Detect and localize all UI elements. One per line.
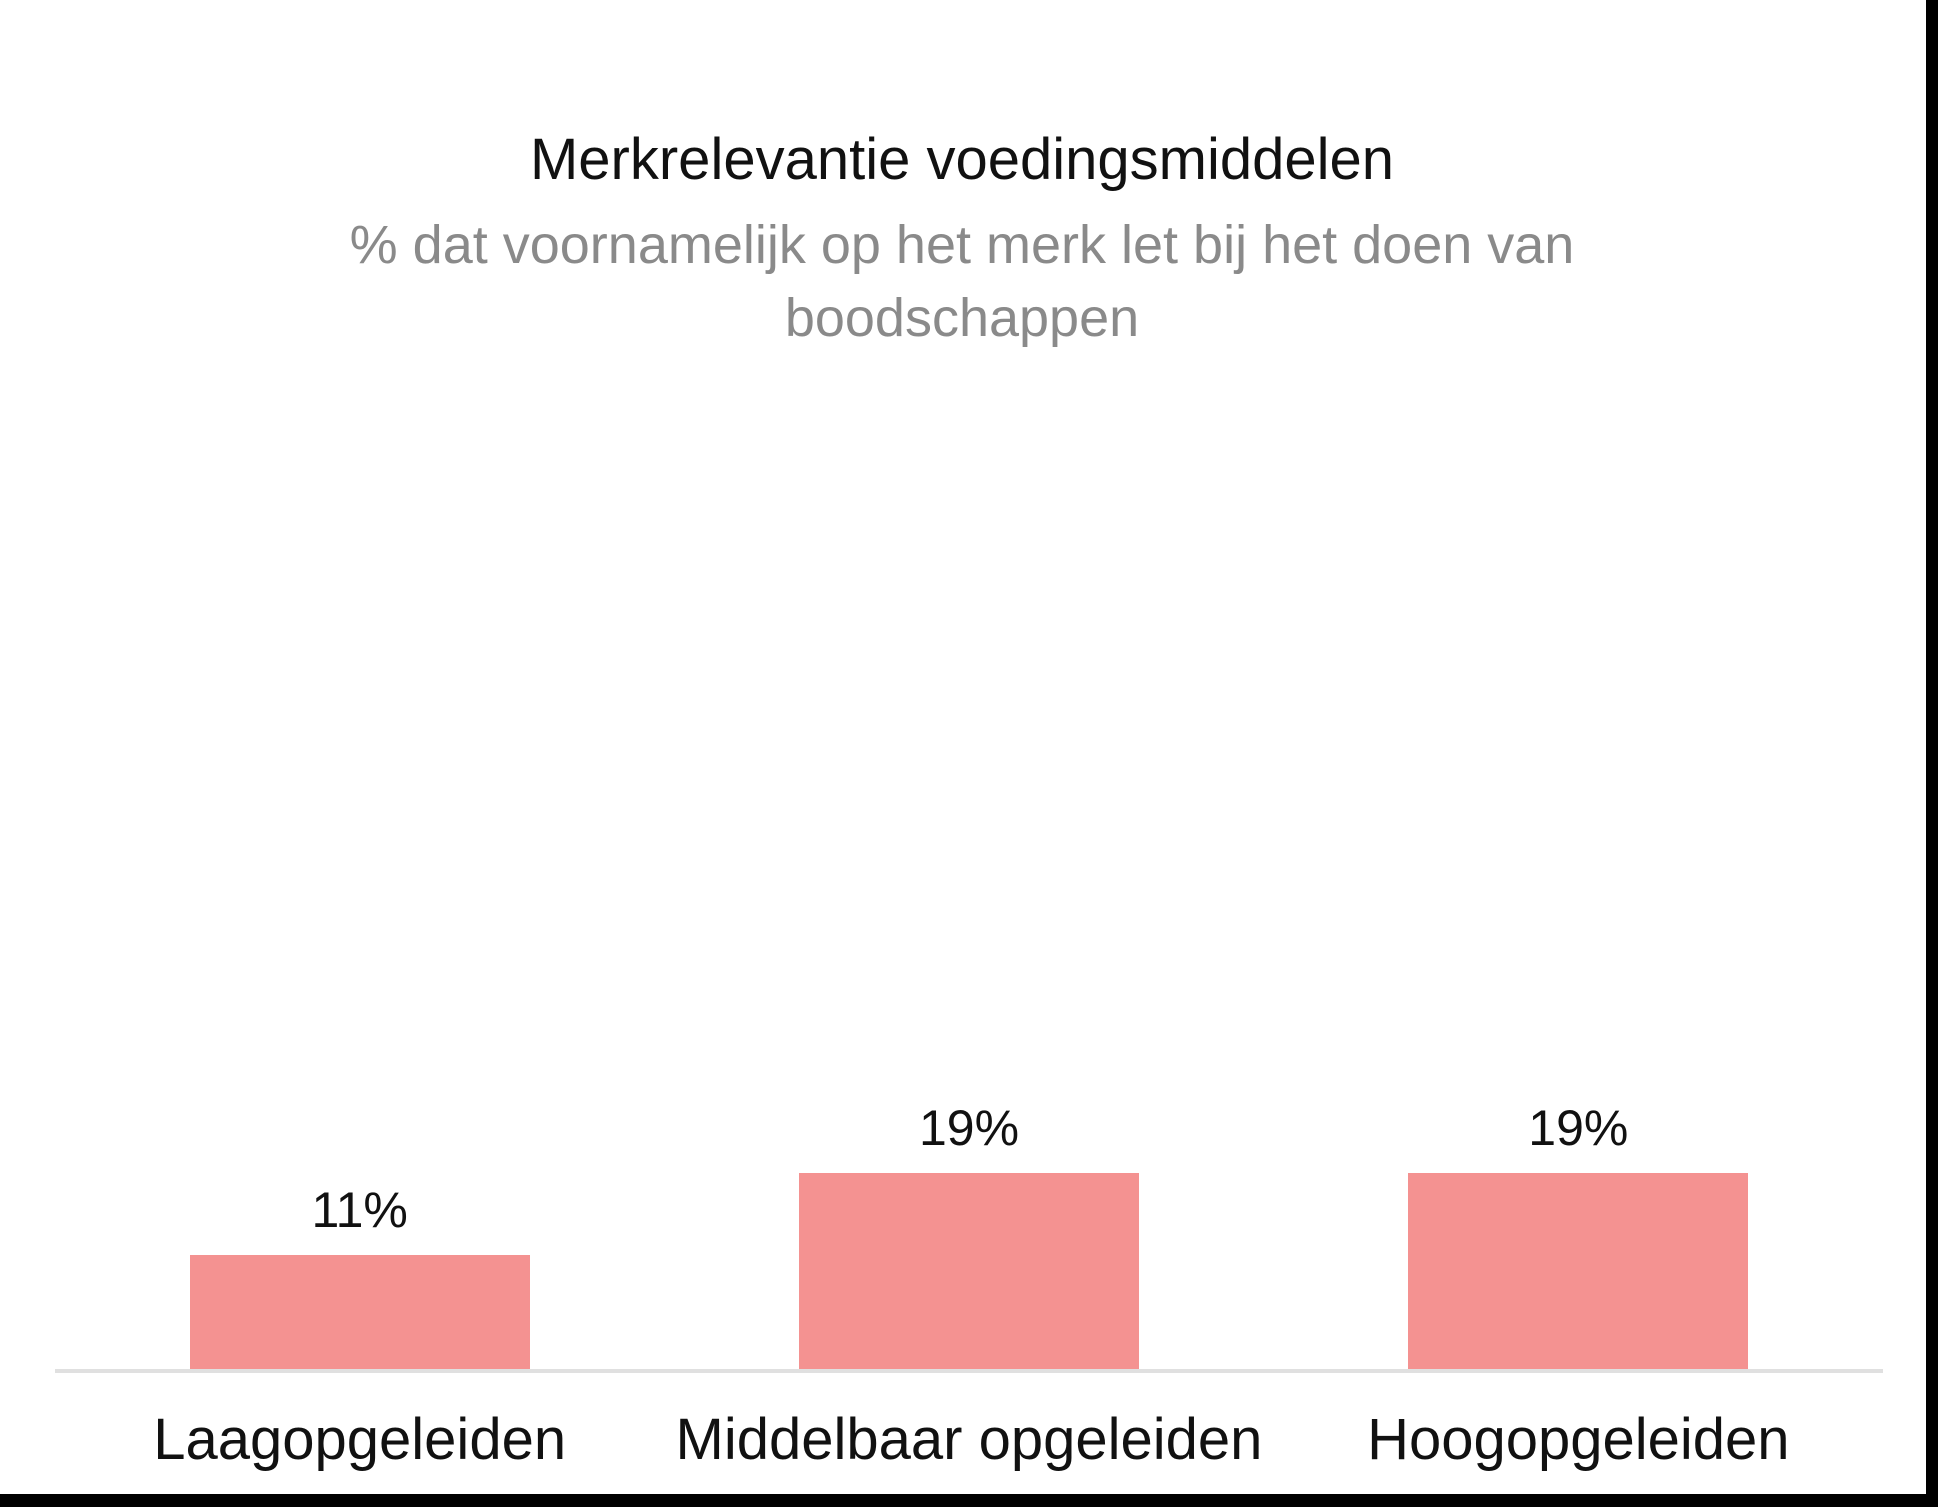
slide-edge-bottom	[0, 1494, 1938, 1507]
bar-group: 19%	[664, 1100, 1273, 1369]
bar-chart: 11% 19% 19% Laagopgeleiden Middelbaar opgel…	[55, 1100, 1883, 1469]
bar	[189, 1255, 530, 1369]
bar-value-label: 19%	[1528, 1100, 1629, 1156]
bar-value-label: 11%	[311, 1182, 408, 1238]
x-axis-line	[55, 1369, 1883, 1373]
bar-group: 11%	[55, 1100, 664, 1369]
category-label: Laagopgeleiden	[153, 1407, 567, 1472]
bar-series: 11% 19% 19%	[55, 1100, 1883, 1369]
category-label: Hoogopgeleiden	[1367, 1407, 1790, 1472]
chart-header: Merkrelevantie voedingsmiddelen % dat vo…	[0, 126, 1924, 355]
bar-group: 19%	[1274, 1100, 1883, 1369]
bar	[798, 1173, 1139, 1369]
category-label: Middelbaar opgeleiden	[675, 1407, 1263, 1472]
bar-value-label: 19%	[918, 1100, 1020, 1156]
x-axis-labels: Laagopgeleiden Middelbaar opgeleiden Hoogo…	[55, 1411, 1883, 1469]
slide-edge-right	[1926, 0, 1938, 1507]
chart-title: Merkrelevantie voedingsmiddelen	[529, 127, 1395, 192]
bar	[1408, 1173, 1749, 1369]
chart-subtitle: % dat voornamelijk op het merk let bij h…	[349, 215, 1575, 348]
